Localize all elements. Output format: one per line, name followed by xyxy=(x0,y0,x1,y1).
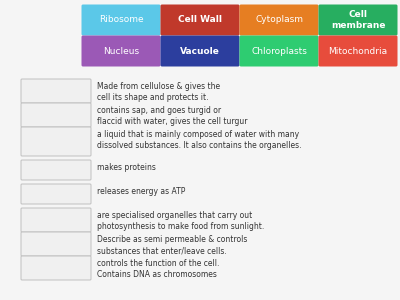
FancyBboxPatch shape xyxy=(160,4,240,35)
FancyBboxPatch shape xyxy=(82,35,160,67)
FancyBboxPatch shape xyxy=(21,232,91,256)
Text: Vacuole: Vacuole xyxy=(180,46,220,56)
Text: Made from cellulose & gives the
cell its shape and protects it.: Made from cellulose & gives the cell its… xyxy=(97,82,220,102)
Text: Nucleus: Nucleus xyxy=(103,46,139,56)
Text: contains sap, and goes turgid or
flaccid with water, gives the cell turgur: contains sap, and goes turgid or flaccid… xyxy=(97,106,248,126)
FancyBboxPatch shape xyxy=(240,4,318,35)
Text: Cell
membrane: Cell membrane xyxy=(331,10,385,30)
FancyBboxPatch shape xyxy=(21,127,91,156)
FancyBboxPatch shape xyxy=(21,103,91,127)
FancyBboxPatch shape xyxy=(21,160,91,180)
Text: Cell Wall: Cell Wall xyxy=(178,16,222,25)
FancyBboxPatch shape xyxy=(318,35,398,67)
FancyBboxPatch shape xyxy=(160,35,240,67)
FancyBboxPatch shape xyxy=(318,4,398,35)
Text: Chloroplasts: Chloroplasts xyxy=(251,46,307,56)
FancyBboxPatch shape xyxy=(21,208,91,232)
FancyBboxPatch shape xyxy=(21,184,91,204)
FancyBboxPatch shape xyxy=(82,4,160,35)
Text: Describe as semi permeable & controls
substances that enter/leave cells.: Describe as semi permeable & controls su… xyxy=(97,235,247,255)
Text: Ribosome: Ribosome xyxy=(99,16,143,25)
FancyBboxPatch shape xyxy=(21,256,91,280)
Text: a liquid that is mainly composed of water with many
dissolved substances. It als: a liquid that is mainly composed of wate… xyxy=(97,130,302,150)
Text: Mitochondria: Mitochondria xyxy=(328,46,388,56)
Text: are specialised organelles that carry out
photosynthesis to make food from sunli: are specialised organelles that carry ou… xyxy=(97,211,264,231)
FancyBboxPatch shape xyxy=(240,35,318,67)
Text: releases energy as ATP: releases energy as ATP xyxy=(97,187,185,196)
Text: controls the function of the cell.
Contains DNA as chromosomes: controls the function of the cell. Conta… xyxy=(97,259,219,279)
Text: makes proteins: makes proteins xyxy=(97,163,156,172)
FancyBboxPatch shape xyxy=(21,79,91,103)
Text: Cytoplasm: Cytoplasm xyxy=(255,16,303,25)
